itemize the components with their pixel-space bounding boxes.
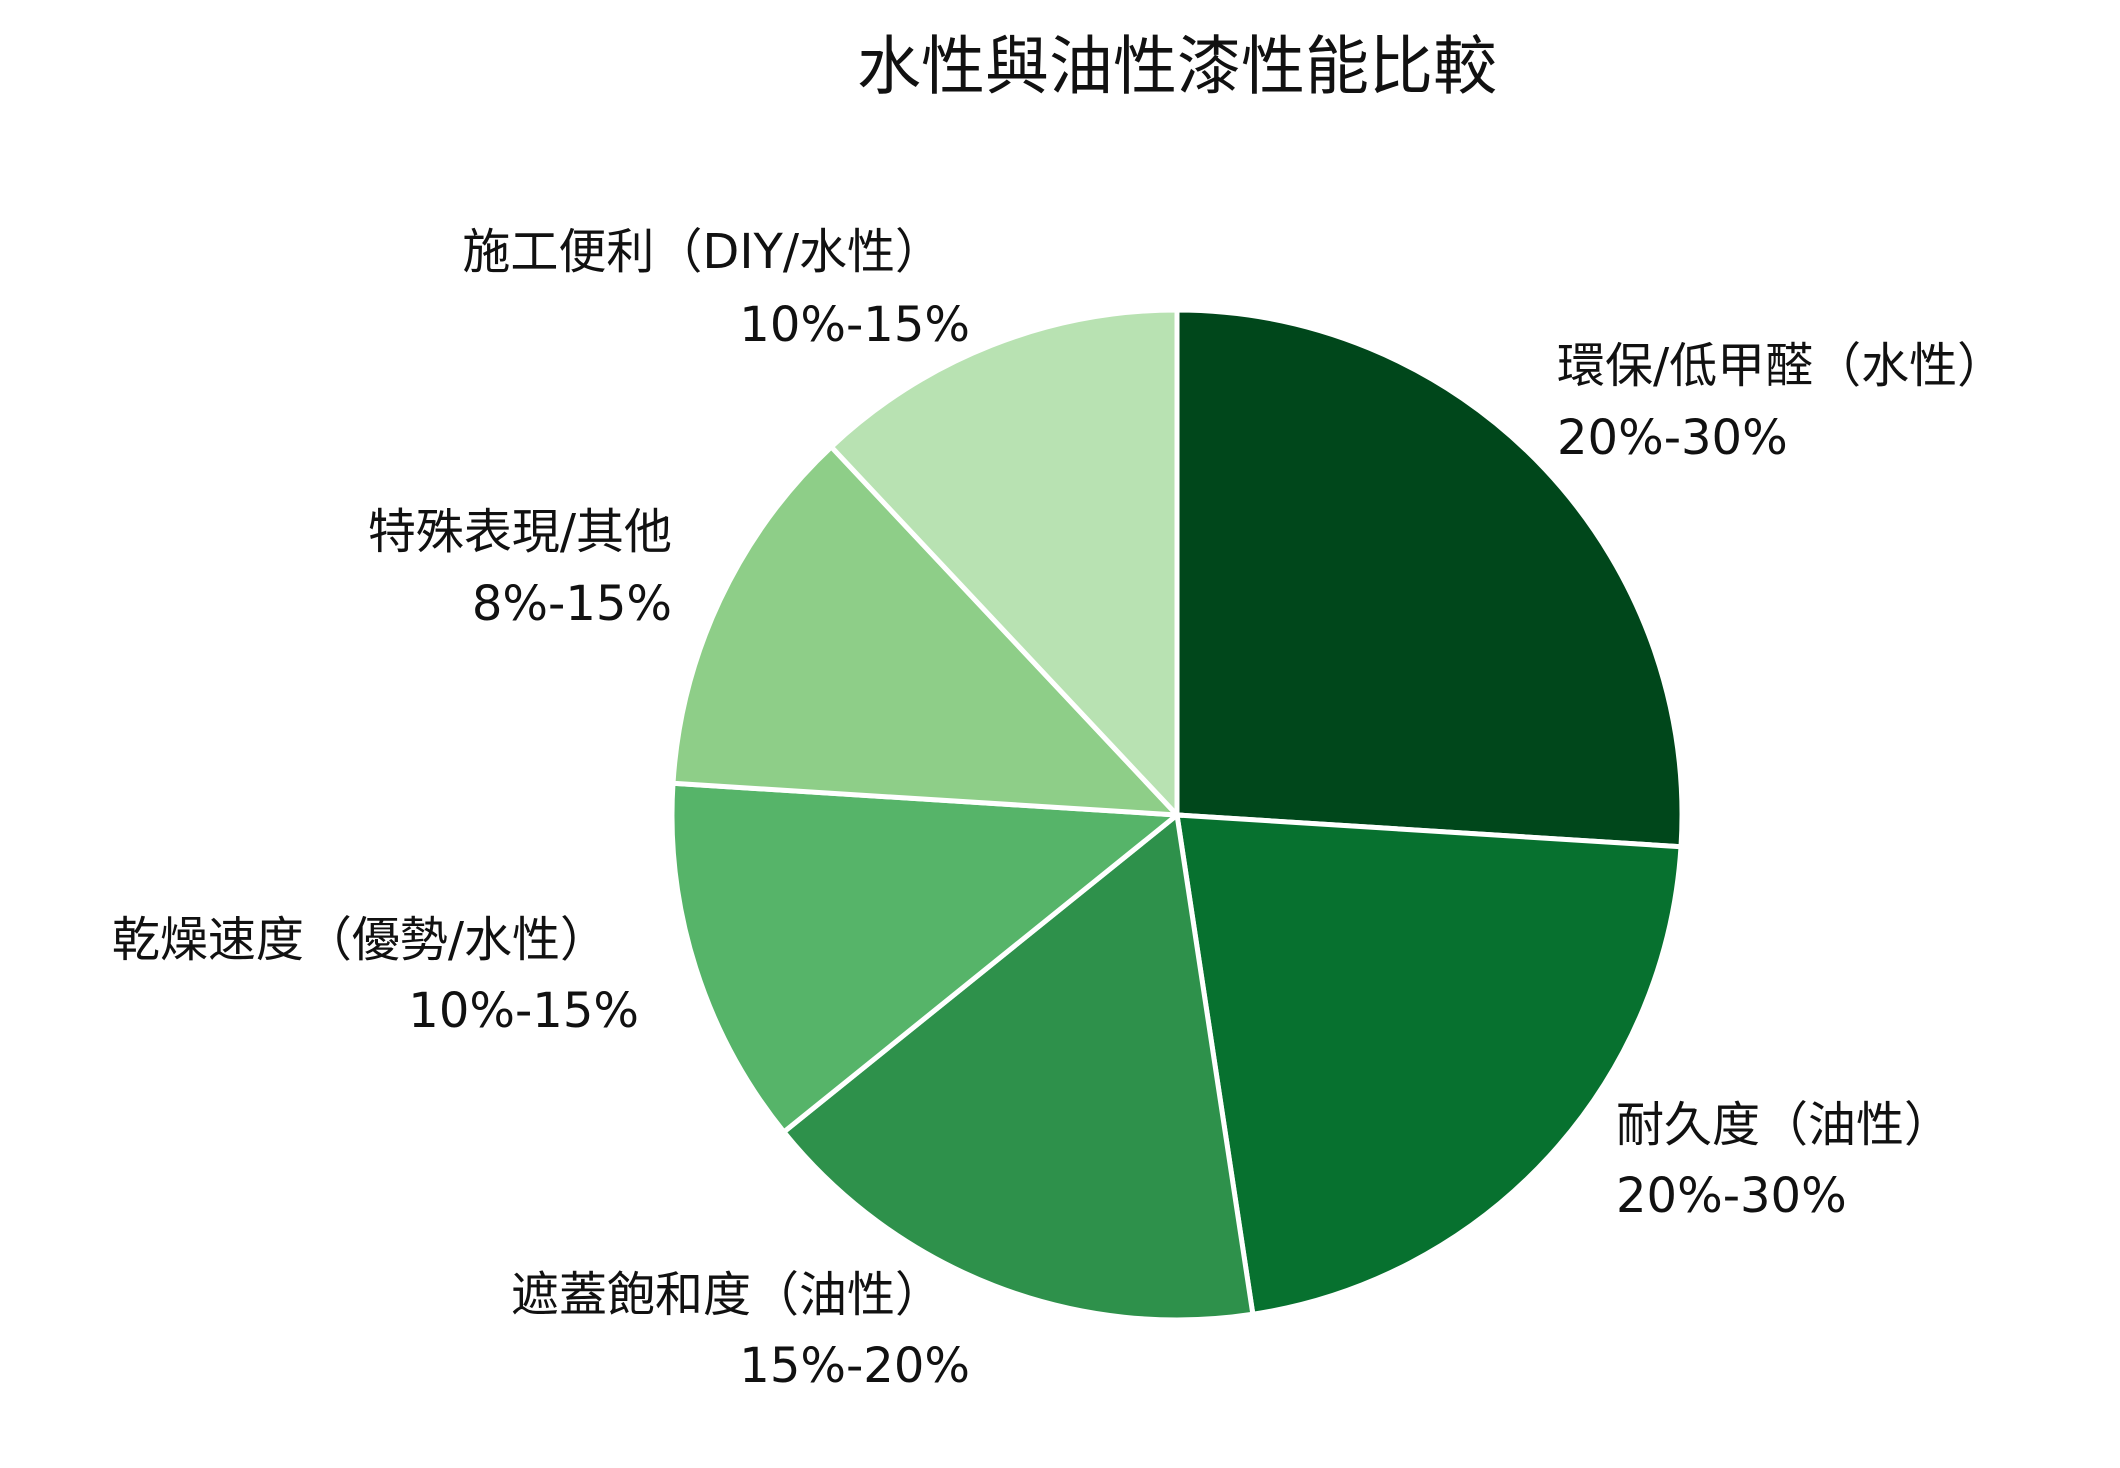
slice-label: 特殊表現/其他: [368, 504, 672, 560]
slice-label: 環保/低甲醛（水性）: [1557, 338, 2005, 394]
slice-range-label: 15%-20%: [739, 1338, 970, 1394]
slice-range-label: 8%-15%: [472, 576, 672, 632]
pie-slice: [1174, 307, 1685, 850]
slice-label: 耐久度（油性）: [1616, 1097, 1952, 1153]
slice-label: 施工便利（DIY/水性）: [462, 224, 943, 280]
slice-range-label: 10%-15%: [408, 983, 639, 1039]
slice-range-label: 20%-30%: [1616, 1168, 1847, 1224]
slice-label: 遮蓋飽和度（油性）: [511, 1267, 943, 1323]
slice-range-label: 10%-15%: [739, 297, 970, 353]
pie-slice: [670, 443, 1184, 818]
slice-label: 乾燥速度（優勢/水性）: [112, 912, 608, 968]
chart-title: 水性與油性漆性能比較: [857, 31, 1497, 105]
pie-slice: [1174, 812, 1684, 1318]
pie-slice: [827, 307, 1180, 822]
pie-slice: [780, 810, 1256, 1323]
slice-range-label: 20%-30%: [1557, 410, 1788, 466]
pie-slice: [669, 780, 1184, 1136]
